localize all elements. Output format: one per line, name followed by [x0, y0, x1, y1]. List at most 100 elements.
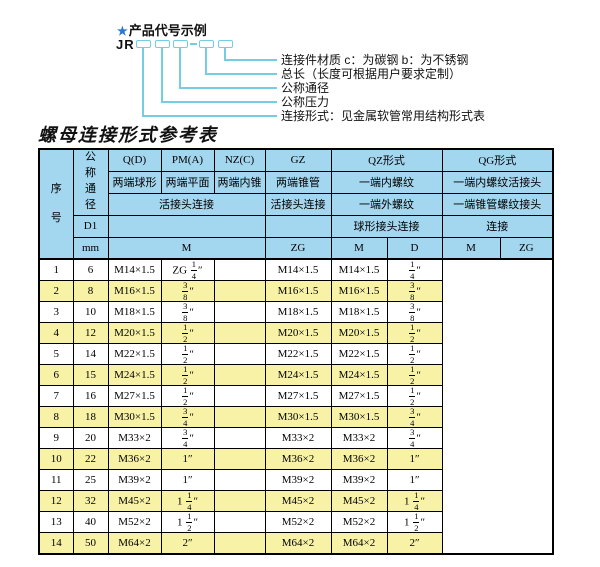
cell-qg-m: M20×1.5: [330, 322, 388, 344]
cell-m-thread: M24×1.5: [107, 364, 162, 386]
cell-zg-size: 1″: [160, 448, 215, 470]
cell-seq: 10: [38, 448, 74, 470]
cell-dn-mm: 50: [72, 532, 109, 554]
code-box-1: [136, 40, 151, 48]
cell-dn-mm: 12: [72, 322, 109, 344]
header-qz-desc2: 一端外螺纹: [330, 192, 443, 216]
cell-seq: 9: [38, 427, 74, 449]
table-row: 6 15 M24×1.5 1 2 ″ M24×1.5 M24×1.5 1 2 ″: [38, 364, 553, 386]
cell-qz-m: [213, 258, 266, 281]
cell-qz-m: [213, 280, 266, 302]
cell-dn-mm: 10: [72, 301, 109, 323]
cell-m-thread: M18×1.5: [107, 301, 162, 323]
cell-seq: 8: [38, 406, 74, 428]
cell-m-thread: M16×1.5: [107, 280, 162, 302]
header-gz-desc: 两端锥管: [264, 170, 332, 194]
cell-qg-zg: 3 4 ″: [386, 406, 443, 428]
cell-qg-zg: 1″: [386, 448, 443, 470]
header-qz-desc: 一端内螺纹: [330, 170, 443, 194]
cell-m-thread: M22×1.5: [107, 343, 162, 365]
code-box-2: [155, 40, 170, 48]
cell-zg-size: 1″: [160, 469, 215, 491]
header-nz-desc: 两端内锥: [213, 170, 266, 194]
header-pm: PM(A): [160, 148, 215, 172]
cell-qz-m: [213, 406, 266, 428]
cell-dn-mm: 8: [72, 280, 109, 302]
header-qg-connection: 连接: [441, 214, 554, 238]
cell-qg-zg: 1 1 4 ″: [386, 490, 443, 512]
table-row: 7 16 M27×1.5 1 2 ″ M27×1.5 M27×1.5 1 2 ″: [38, 385, 553, 407]
header-zg: ZG: [264, 236, 332, 260]
cell-qz-m: [213, 469, 266, 491]
connector-line: [161, 48, 163, 103]
product-code-title: ★产品代号示例: [117, 20, 207, 39]
cell-qz-d: M39×2: [264, 469, 332, 491]
header-qg: QG形式: [441, 148, 554, 172]
table-row: 3 10 M18×1.5 3 8 ″ M18×1.5 M18×1.5 3 8 ″: [38, 301, 553, 323]
cell-qz-d: M22×1.5: [264, 343, 332, 365]
cell-seq: 2: [38, 280, 74, 302]
code-box-5: [218, 40, 233, 48]
header-mm: mm: [72, 236, 109, 260]
cell-m-thread: M36×2: [107, 448, 162, 470]
cell-qg-m: M33×2: [330, 427, 388, 449]
header-nz: NZ(C): [213, 148, 266, 172]
cell-seq: 14: [38, 532, 74, 554]
cell-zg-size: ZG 1 4 ″: [160, 258, 215, 281]
table-body: 1 6 M14×1.5 ZG 1 4 ″ M14×1.5 M14×1.5 1 4 ″ 2 8 M16×1.…: [38, 258, 553, 554]
cell-zg-size: 2″: [160, 532, 215, 554]
cell-seq: 5: [38, 343, 74, 365]
cell-qg-m: M30×1.5: [330, 406, 388, 428]
cell-qg-zg: 1 2 ″: [386, 322, 443, 344]
cell-qg-m: M18×1.5: [330, 301, 388, 323]
star-icon: ★: [117, 24, 128, 38]
cell-seq: 3: [38, 301, 74, 323]
header-seq: 序号: [38, 148, 74, 260]
cell-seq: 11: [38, 469, 74, 491]
cell-qg-m: M27×1.5: [330, 385, 388, 407]
cell-qz-d: M24×1.5: [264, 364, 332, 386]
cell-dn-mm: 18: [72, 406, 109, 428]
cell-m-thread: M52×2: [107, 511, 162, 533]
header-q-desc: 两端球形: [107, 170, 162, 194]
header-empty: [107, 214, 266, 238]
table-row: 14 50 M64×2 2″ M64×2 M64×2 2″: [38, 532, 553, 554]
cell-m-thread: M14×1.5: [107, 258, 162, 281]
header-nominal-diameter: 公称通径: [72, 148, 109, 216]
cell-dn-mm: 25: [72, 469, 109, 491]
table-row: 9 20 M33×2 3 4 ″ M33×2 M33×2 3 4 ″: [38, 427, 553, 449]
connector-line: [205, 48, 207, 75]
cell-m-thread: M27×1.5: [107, 385, 162, 407]
connector-line: [224, 48, 226, 61]
cell-qz-m: [213, 490, 266, 512]
cell-qg-zg: 1 1 2 ″: [386, 511, 443, 533]
diagram-label-connection: 连接形式：见金属软管常用结构形式表: [281, 109, 486, 123]
header-d1: D1: [72, 214, 109, 238]
cell-m-thread: M33×2: [107, 427, 162, 449]
cell-zg-size: 3 4 ″: [160, 406, 215, 428]
connector-line: [142, 115, 277, 117]
cell-zg-size: 1 2 ″: [160, 364, 215, 386]
table-row: 12 32 M45×2 1 1 4 ″ M45×2 M45×2 1 1 4 ″: [38, 490, 553, 512]
cell-dn-mm: 16: [72, 385, 109, 407]
header-gz: GZ: [264, 148, 332, 172]
diagram-label-length: 总长（长度可根据用户要求定制）: [281, 67, 462, 81]
cell-qg-zg: 3 8 ″: [386, 280, 443, 302]
connector-line: [161, 101, 277, 103]
nut-connection-table: 序号 公称通径 Q(D) PM(A) NZ(C) GZ QZ形式 QG形式 两端…: [38, 148, 555, 555]
header-qz-connection: 球形接头连接: [330, 214, 443, 238]
cell-qz-d: M20×1.5: [264, 322, 332, 344]
cell-qz-d: M27×1.5: [264, 385, 332, 407]
cell-qg-zg: 1 4 ″: [386, 258, 443, 281]
cell-zg-size: 1 1 2 ″: [160, 511, 215, 533]
header-m: M: [107, 236, 266, 260]
header-qg-m: M: [441, 236, 501, 260]
cell-dn-mm: 20: [72, 427, 109, 449]
cell-zg-size: 1 1 4 ″: [160, 490, 215, 512]
cell-m-thread: M20×1.5: [107, 322, 162, 344]
cell-dn-mm: 14: [72, 343, 109, 365]
cell-qg-zg: 1 2 ″: [386, 385, 443, 407]
code-box-4: [199, 40, 214, 48]
cell-qg-m: M64×2: [330, 532, 388, 554]
